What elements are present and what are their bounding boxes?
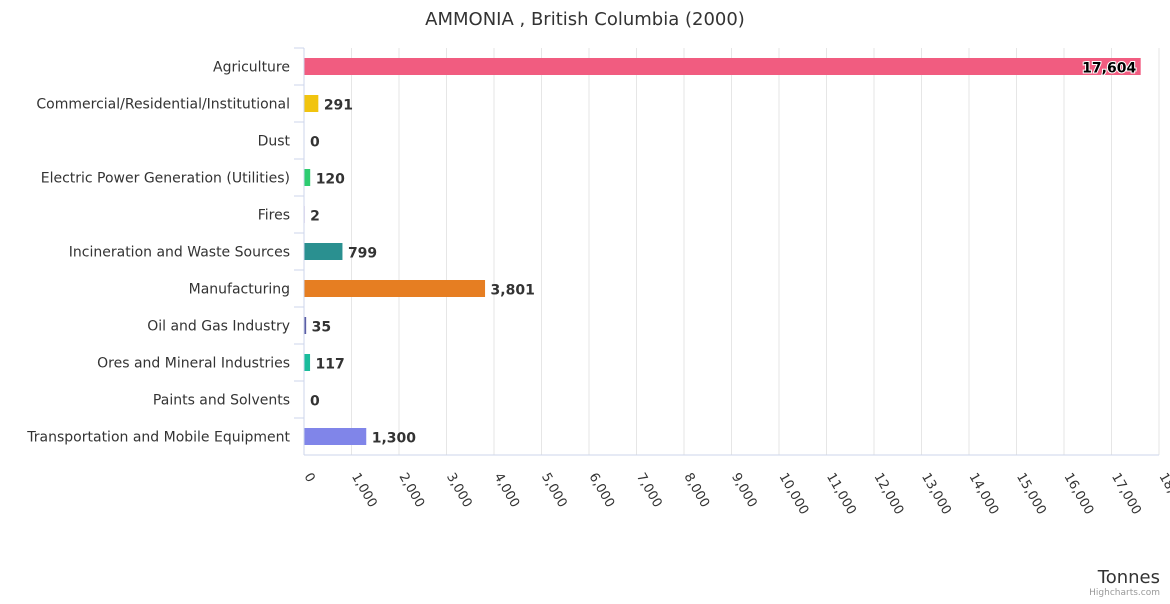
bars [305, 58, 1141, 445]
x-tick-label: 6,000 [586, 471, 618, 511]
bar[interactable] [305, 354, 311, 371]
chart-title: AMMONIA , British Columbia (2000) [425, 9, 745, 30]
bar[interactable] [305, 280, 486, 297]
category-label: Oil and Gas Industry [147, 319, 290, 335]
x-tick-label: 4,000 [491, 471, 523, 511]
data-label: 117 [316, 357, 345, 373]
category-labels: Agriculture Commercial/Residential/Instit… [26, 60, 290, 446]
data-label: 1,300 [372, 431, 417, 447]
category-label: Commercial/Residential/Institutional [36, 97, 290, 113]
data-label: 2 [310, 209, 320, 225]
bar[interactable] [305, 169, 311, 186]
x-tick-label: 11,000 [823, 471, 859, 518]
x-tick-label: 13,000 [918, 471, 954, 518]
x-tick-label: 10,000 [776, 471, 812, 518]
x-tick-label: 2,000 [396, 471, 428, 511]
x-tick-labels: 0 1,000 2,000 3,000 4,000 5,000 6,000 7,000 8,00… [301, 471, 1170, 518]
category-label: Agriculture [213, 60, 290, 76]
data-label: 120 [316, 172, 345, 188]
category-label: Fires [258, 208, 290, 224]
bar[interactable] [305, 58, 1141, 75]
x-tick-label: 17,000 [1108, 471, 1144, 518]
data-label: 3,801 [491, 283, 535, 299]
bar[interactable] [305, 95, 319, 112]
data-label: 291 [324, 98, 353, 114]
credits-link[interactable]: Highcharts.com [1089, 588, 1160, 598]
x-tick-label: 8,000 [681, 471, 713, 511]
gridlines [294, 48, 1159, 455]
x-tick-label: 15,000 [1013, 471, 1049, 518]
category-label: Dust [258, 134, 291, 150]
x-tick-label: 14,000 [966, 471, 1002, 518]
x-tick-label: 7,000 [633, 471, 665, 511]
bar[interactable] [305, 243, 343, 260]
data-label: 0 [310, 135, 320, 151]
data-label: 17,604 [1082, 61, 1136, 77]
x-tick-label: 18,000 [1156, 471, 1170, 518]
category-label: Ores and Mineral Industries [97, 356, 290, 372]
data-labels: 17,604 291 0 120 2 799 3,801 35 117 0 1,300 [310, 61, 1136, 447]
x-axis-title: Tonnes [1097, 567, 1160, 588]
data-label: 0 [310, 394, 320, 410]
data-label: 35 [312, 320, 331, 336]
x-tick-label: 5,000 [538, 471, 570, 511]
data-label: 799 [348, 246, 377, 262]
bar[interactable] [305, 428, 367, 445]
x-tick-label: 0 [301, 471, 318, 486]
category-label: Electric Power Generation (Utilities) [41, 171, 290, 187]
category-label: Transportation and Mobile Equipment [26, 430, 290, 446]
category-label: Manufacturing [189, 282, 290, 298]
x-tick-label: 9,000 [728, 471, 760, 511]
category-label: Incineration and Waste Sources [69, 245, 290, 261]
x-tick-label: 16,000 [1061, 471, 1097, 518]
x-tick-label: 12,000 [871, 471, 907, 518]
x-tick-label: 3,000 [443, 471, 475, 511]
x-tick-label: 1,000 [348, 471, 380, 511]
bar[interactable] [305, 317, 307, 334]
category-label: Paints and Solvents [153, 393, 290, 409]
